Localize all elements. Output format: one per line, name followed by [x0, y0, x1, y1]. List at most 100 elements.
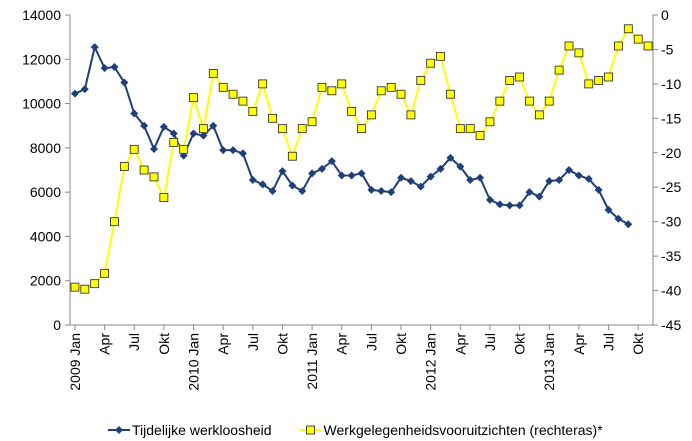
point: [406, 177, 415, 186]
y2-tick-label: -40: [661, 283, 681, 299]
point: [140, 121, 149, 130]
point: [268, 187, 277, 196]
y2-tick-label: -5: [661, 41, 674, 57]
point: [386, 82, 396, 92]
x-tick-label: Jul: [601, 333, 617, 351]
y2-tick-label: -20: [661, 145, 681, 161]
point: [278, 167, 287, 176]
point: [594, 76, 604, 85]
point: [198, 124, 208, 134]
x-tick-label: Okt: [393, 333, 409, 355]
x-tick-label: Apr: [97, 333, 113, 355]
point: [219, 146, 228, 155]
point: [485, 117, 495, 127]
point: [357, 169, 366, 178]
point: [416, 76, 426, 85]
point: [70, 89, 79, 98]
point: [594, 185, 603, 194]
point: [317, 82, 327, 92]
y2-tick-label: -30: [661, 214, 681, 230]
point: [505, 76, 515, 85]
point: [337, 79, 347, 89]
point: [574, 171, 583, 180]
point: [455, 124, 465, 134]
point: [357, 124, 366, 134]
point: [218, 82, 228, 92]
point: [248, 175, 257, 184]
point: [623, 24, 633, 34]
point: [258, 79, 268, 89]
point: [298, 187, 307, 196]
point: [327, 86, 337, 96]
x-tick-label: Jul: [482, 333, 498, 351]
x-tick-label: Apr: [452, 333, 468, 355]
point: [554, 65, 564, 75]
point: [248, 107, 258, 116]
point: [80, 284, 90, 294]
legend-marker: [115, 426, 123, 434]
point: [505, 201, 514, 210]
point: [347, 171, 356, 180]
point: [396, 89, 406, 99]
point: [129, 144, 139, 154]
y2-tick-label: 0: [661, 7, 669, 23]
x-tick-label: Apr: [215, 333, 231, 355]
point: [278, 124, 287, 134]
series-line: [74, 44, 629, 226]
y2-tick-label: -45: [661, 317, 681, 333]
point: [485, 195, 494, 204]
point: [347, 107, 357, 116]
y-tick-label: 6000: [30, 184, 61, 200]
point: [525, 96, 534, 106]
point: [110, 217, 119, 227]
point: [199, 131, 208, 140]
legend-marker: [306, 425, 315, 435]
point: [110, 63, 119, 72]
point: [584, 79, 594, 89]
x-tick-label: 2010 Jan: [186, 333, 202, 391]
point: [268, 113, 277, 123]
point: [495, 200, 504, 209]
y-tick-label: 12000: [22, 51, 61, 67]
y2-tick-label: -15: [661, 110, 681, 126]
point: [525, 188, 534, 197]
y-tick-label: 14000: [22, 7, 61, 23]
point: [377, 187, 386, 196]
point: [209, 121, 218, 130]
point: [426, 58, 436, 68]
point: [397, 173, 406, 182]
x-tick-label: 2011 Jan: [304, 333, 320, 390]
point: [614, 214, 623, 223]
point: [633, 34, 643, 44]
x-tick-label: Jul: [126, 333, 142, 351]
point: [307, 117, 317, 127]
x-tick-label: Jul: [245, 333, 261, 351]
point: [584, 174, 593, 183]
point: [288, 181, 297, 190]
point: [149, 144, 158, 153]
point: [139, 165, 149, 175]
y-tick-label: 4000: [30, 228, 61, 244]
point: [337, 171, 346, 180]
point: [545, 177, 554, 186]
point: [604, 205, 613, 214]
point: [287, 151, 297, 161]
point: [624, 220, 633, 229]
x-tick-label: Okt: [512, 333, 528, 355]
point: [565, 166, 574, 174]
point: [100, 64, 109, 73]
point: [149, 172, 159, 182]
point: [297, 124, 307, 134]
point: [308, 169, 317, 178]
point: [119, 162, 129, 171]
x-tick-label: 2009 Jan: [67, 333, 83, 391]
point: [130, 109, 139, 118]
point: [159, 122, 168, 131]
point: [446, 89, 455, 99]
point: [189, 93, 198, 103]
legend-label: Tijdelijke werkloosheid: [132, 422, 272, 438]
point: [614, 41, 623, 51]
point: [476, 173, 485, 182]
x-tick-label: Apr: [571, 333, 587, 355]
